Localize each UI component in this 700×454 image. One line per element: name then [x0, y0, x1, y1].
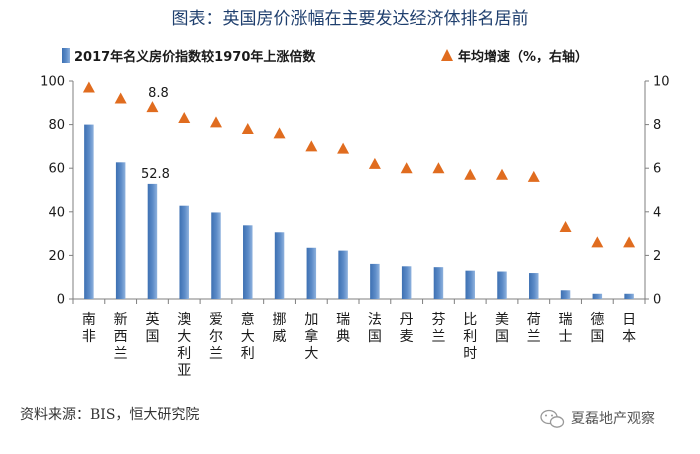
x-tick-label: 英国 [145, 311, 159, 345]
bar [433, 267, 444, 299]
y-right-tick-label: 2 [653, 249, 661, 264]
x-tick-label: 法国 [368, 312, 382, 345]
watermark: 夏磊地产观察 [540, 409, 655, 428]
marker [337, 142, 350, 154]
marker [432, 162, 445, 174]
y-right-tick-label: 6 [653, 162, 661, 177]
axes: 0 20 40 60 80 100 0 2 4 6 8 10 南非 新西兰 英国 澳大利亚 爱尔兰 意大利 挪威加拿… [40, 75, 669, 380]
x-tick-label: 日本 [622, 312, 636, 345]
x-tick-label: 澳大利亚 [177, 312, 191, 379]
y-right-tick-label: 8 [653, 118, 661, 133]
marker [114, 92, 127, 104]
legend-bar-swatch [62, 48, 70, 63]
data-label: 52.8 [141, 167, 170, 182]
bars [84, 124, 634, 299]
bar [624, 293, 634, 299]
x-tick-label: 爱尔兰 [209, 312, 223, 362]
bar [338, 250, 348, 299]
bar [592, 293, 603, 299]
x-tick-label: 芬兰 [431, 312, 445, 345]
y-right-tick-label: 4 [653, 205, 661, 220]
bar [529, 273, 539, 299]
data-label: 8.8 [148, 86, 169, 101]
legend-bar-label: 2017年名义房价指数较1970年上涨倍数 [74, 49, 316, 65]
bar [147, 183, 158, 299]
bar [401, 266, 412, 299]
marker [305, 140, 318, 152]
x-tick-label: 南非 [82, 312, 96, 345]
marker [623, 236, 636, 248]
marker [210, 116, 222, 128]
x-tick-label: 挪威 [273, 312, 287, 345]
bar [274, 232, 285, 299]
markers [82, 81, 636, 248]
x-tick-label: 荷兰 [527, 312, 541, 345]
bar [115, 162, 126, 299]
bar [84, 124, 94, 299]
marker [241, 122, 254, 134]
x-tick-label: 德国 [590, 312, 604, 345]
y-right-tick-label: 0 [653, 293, 661, 308]
bar [306, 247, 317, 299]
x-tick-label: 比利时 [463, 312, 477, 362]
x-tick-label: 瑞典 [336, 312, 350, 345]
legend-marker-swatch [441, 49, 453, 61]
bar [560, 290, 571, 299]
source-note: 资料来源：BIS，恒大研究院 [20, 407, 199, 423]
marker [178, 112, 191, 124]
x-tick-label: 新西兰 [114, 312, 128, 362]
y-left-tick-label: 20 [48, 249, 65, 264]
y-left-tick-label: 80 [48, 118, 65, 133]
legend-marker-label: 年均增速（%，右轴） [458, 49, 588, 65]
marker [591, 236, 604, 248]
bar [497, 271, 507, 299]
marker [527, 170, 540, 182]
marker [496, 168, 508, 180]
marker [464, 168, 477, 180]
x-tick-label: 加拿大 [304, 312, 318, 362]
x-tick-label: 美国 [495, 312, 509, 345]
watermark-text: 夏磊地产观察 [571, 410, 655, 427]
bar [370, 263, 380, 299]
y-left-tick-label: 60 [48, 162, 65, 177]
x-tick-label: 丹麦 [400, 312, 414, 345]
wechat-icon [540, 409, 565, 428]
y-left-tick-label: 100 [40, 75, 65, 90]
bar [243, 225, 253, 299]
x-tick-label: 瑞士 [559, 312, 573, 345]
marker [146, 101, 159, 113]
marker [82, 81, 95, 93]
x-tick-label: 意大利 [241, 311, 255, 362]
bar [179, 205, 189, 299]
marker [273, 127, 286, 139]
y-right-tick-label: 10 [653, 75, 670, 90]
marker [400, 162, 413, 174]
marker [559, 221, 572, 233]
chart-title: 图表：英国房价涨幅在主要发达经济体排名居前 [172, 9, 529, 29]
data-labels: 52.8 8.8 [141, 86, 170, 182]
bar [465, 270, 475, 299]
marker [368, 157, 381, 169]
y-left-tick-label: 0 [57, 293, 65, 308]
legend: 2017年名义房价指数较1970年上涨倍数 年均增速（%，右轴） [62, 48, 588, 65]
y-left-tick-label: 40 [48, 205, 65, 220]
bar [211, 212, 221, 299]
